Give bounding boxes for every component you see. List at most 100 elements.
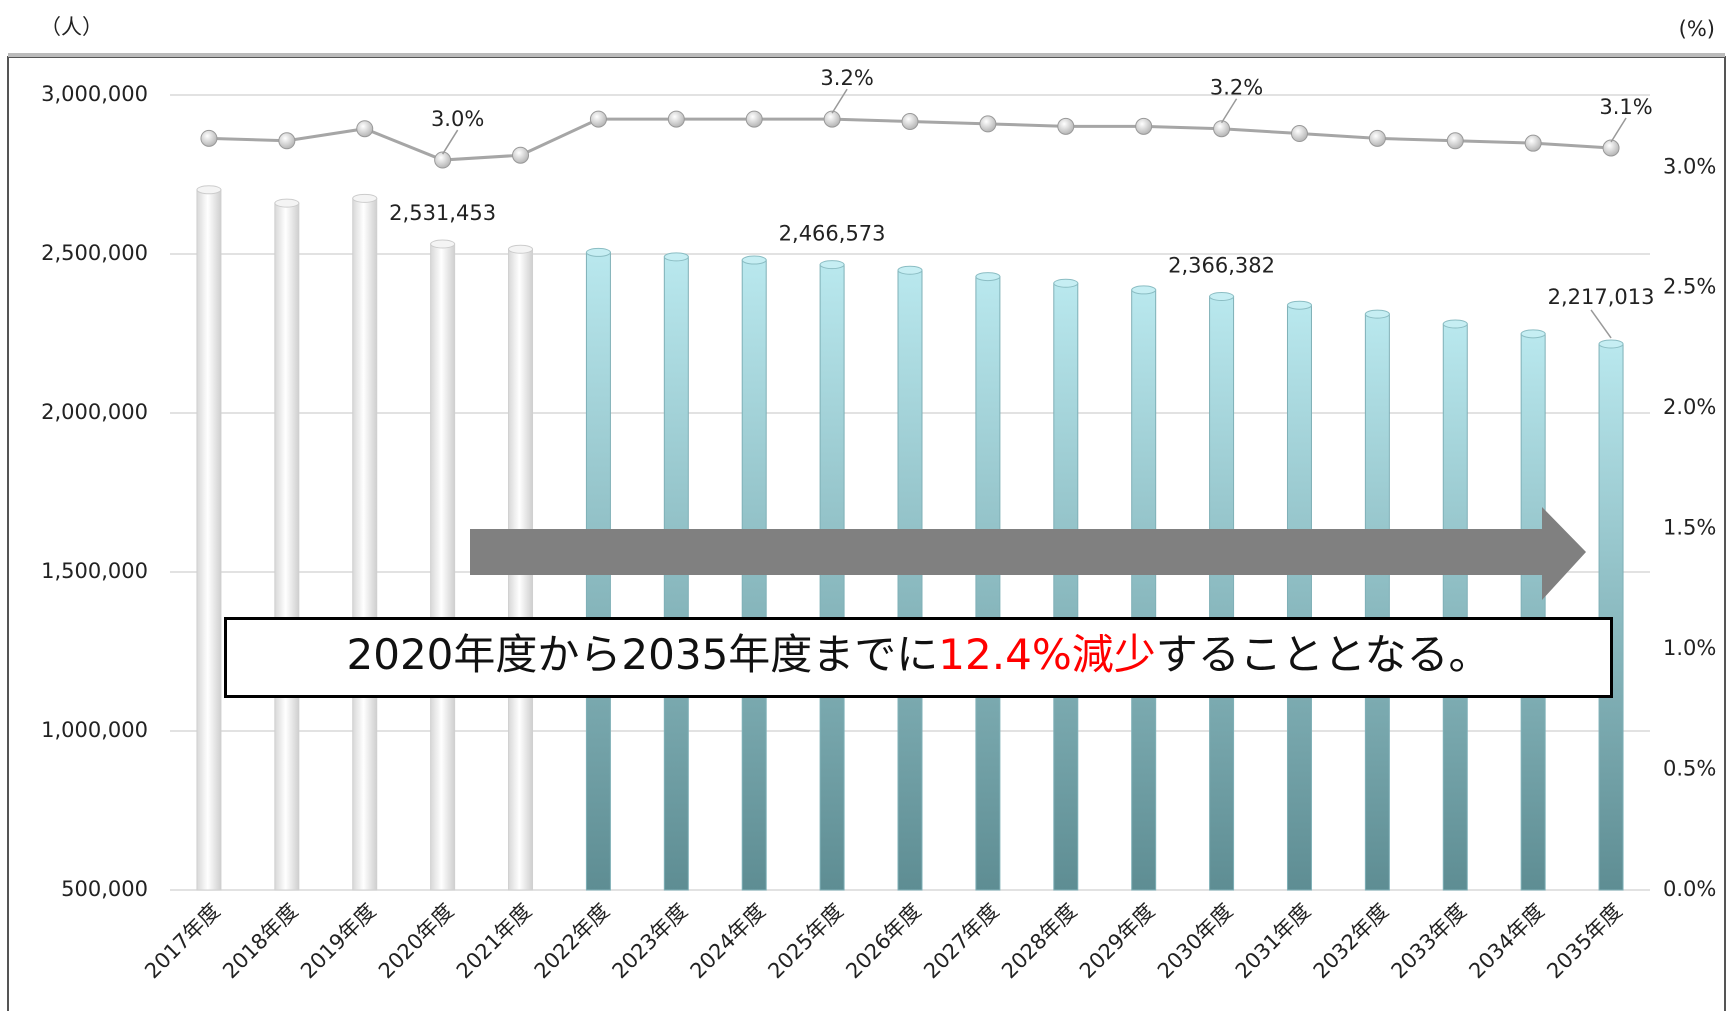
- leader: [441, 129, 459, 155]
- bar: [897, 269, 923, 891]
- bar: [352, 197, 378, 891]
- bar: [430, 243, 456, 891]
- point: [1057, 117, 1075, 135]
- x-tick-label: 2024年度: [686, 899, 770, 983]
- bar-cap: [508, 244, 534, 254]
- x-tick-label: 2027年度: [919, 899, 1003, 983]
- x-tick-label: 2020年度: [374, 899, 458, 983]
- y-tick-label: 3,000,000: [41, 82, 148, 106]
- annotation-text: することとなる。: [1155, 630, 1491, 679]
- y2-tick-label: 2.0%: [1663, 395, 1716, 419]
- bar-cap: [430, 239, 456, 249]
- bar: [1286, 304, 1312, 891]
- x-tick-label: 2033年度: [1387, 899, 1471, 983]
- point: [278, 132, 296, 150]
- bar: [1053, 282, 1079, 891]
- point: [200, 129, 218, 147]
- bar-value-label: 2,366,382: [1168, 253, 1275, 277]
- point: [1602, 139, 1620, 157]
- point: [1524, 134, 1542, 152]
- bar-cap: [1598, 339, 1624, 349]
- y-unit: （人）: [40, 15, 103, 39]
- y2-tick-label: 2.5%: [1663, 275, 1716, 299]
- bar: [585, 251, 611, 891]
- bar-cap: [1286, 300, 1312, 310]
- x-tick-label: 2034年度: [1464, 899, 1548, 983]
- y-tick-label: 2,000,000: [41, 400, 148, 424]
- leader: [1590, 309, 1612, 339]
- y2-tick-label: 0.5%: [1663, 757, 1716, 781]
- bar-cap: [1364, 309, 1390, 319]
- bar-cap: [663, 252, 689, 262]
- x-tick-label: 2026年度: [841, 899, 925, 983]
- x-tick-label: 2032年度: [1309, 899, 1393, 983]
- bar-cap: [1131, 285, 1157, 295]
- y2-tick-label: 3.0%: [1663, 154, 1716, 178]
- point: [589, 110, 607, 128]
- x-tick-label: 2029年度: [1075, 899, 1159, 983]
- bar: [819, 264, 845, 891]
- line-value-label: 3.1%: [1599, 95, 1652, 119]
- y-tick-label: 1,000,000: [41, 718, 148, 742]
- point: [901, 113, 919, 130]
- x-tick-label: 2018年度: [218, 899, 302, 983]
- point: [1446, 132, 1464, 150]
- x-tick-label: 2017年度: [140, 899, 224, 983]
- annotation: 2020年度から2035年度までに12.4%減少することとなる。: [224, 617, 1613, 698]
- bar: [1364, 313, 1390, 891]
- bar-cap: [274, 198, 300, 208]
- line-value-label: 3.2%: [820, 66, 873, 90]
- bar-value-label: 2,466,573: [779, 222, 886, 246]
- bar: [274, 202, 300, 891]
- y2-tick-label: 1.0%: [1663, 636, 1716, 660]
- bar-cap: [1209, 291, 1235, 301]
- point: [1213, 120, 1231, 138]
- bar: [975, 276, 1001, 891]
- x-tick-label: 2022年度: [530, 899, 614, 983]
- bar-cap: [897, 265, 923, 275]
- bar-cap: [819, 260, 845, 270]
- point: [1135, 117, 1153, 135]
- bar-cap: [196, 185, 222, 195]
- x-tick-label: 2019年度: [296, 899, 380, 983]
- point: [512, 146, 530, 164]
- x-tick-label: 2035年度: [1542, 899, 1626, 983]
- bar: [1520, 333, 1546, 891]
- y2-tick-label: 0.0%: [1663, 877, 1716, 901]
- bar: [1598, 343, 1624, 891]
- annotation-highlight: 12.4%減少: [938, 630, 1156, 679]
- bar-cap: [1053, 278, 1079, 288]
- leader: [1610, 117, 1627, 143]
- bar: [196, 189, 222, 891]
- point: [1290, 125, 1308, 143]
- bar: [508, 248, 534, 891]
- point: [823, 110, 841, 128]
- annotation-text: 2020年度から2035年度までに: [346, 630, 939, 679]
- bar-cap: [352, 193, 378, 203]
- bar-cap: [1520, 329, 1546, 339]
- y2-tick-label: 1.5%: [1663, 516, 1716, 540]
- point: [667, 110, 685, 128]
- bar: [1209, 295, 1235, 891]
- x-tick-label: 2030年度: [1153, 899, 1237, 983]
- bar-cap: [585, 247, 611, 257]
- y-tick-label: 500,000: [61, 877, 148, 901]
- y2-unit: (%): [1679, 17, 1715, 41]
- point: [979, 115, 997, 133]
- point: [1368, 129, 1386, 147]
- bar-value-label: 2,217,013: [1548, 285, 1655, 309]
- x-tick-label: 2025年度: [763, 899, 847, 983]
- y-tick-label: 1,500,000: [41, 559, 148, 583]
- bar-cap: [741, 255, 767, 265]
- bar-cap: [1442, 319, 1468, 329]
- x-tick-label: 2031年度: [1231, 899, 1315, 983]
- point: [434, 151, 452, 169]
- x-tick-label: 2023年度: [608, 899, 692, 983]
- bar-cap: [975, 272, 1001, 282]
- bar: [741, 259, 767, 891]
- bar: [1442, 323, 1468, 891]
- bar: [663, 256, 689, 891]
- bar: [1131, 289, 1157, 891]
- x-tick-label: 2028年度: [997, 899, 1081, 983]
